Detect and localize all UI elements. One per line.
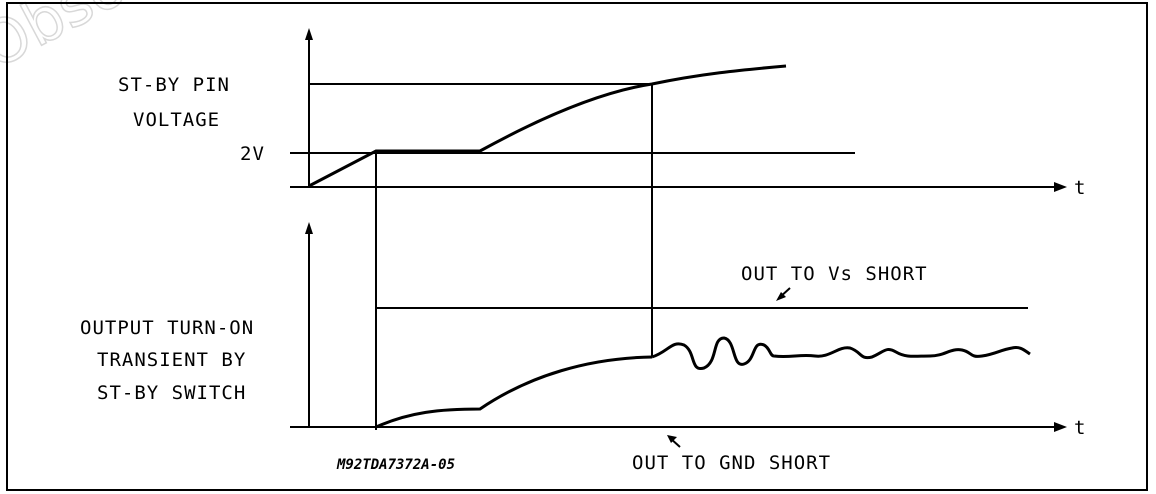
figure-frame	[6, 2, 1148, 491]
bottom-ylabel-line1: OUTPUT TURN-ON	[80, 317, 254, 339]
figure-code: M92TDA7372A-05	[336, 457, 455, 473]
bottom-x-arrow	[1054, 422, 1067, 432]
top-ylabel-line2: VOLTAGE	[133, 109, 220, 131]
top-ylabel-line1: ST-BY PIN	[118, 74, 230, 96]
oscillation-small	[773, 346, 1031, 360]
bottom-y-arrow	[305, 222, 313, 234]
gnd-short-pointer-head	[667, 435, 677, 443]
annotation-gnd-short: OUT TO GND SHORT	[632, 452, 831, 474]
vs-short-pointer-head	[776, 292, 786, 301]
st-by-voltage-curve	[308, 64, 787, 188]
top-y-arrow	[305, 28, 313, 40]
top-axis-label-t: t	[1074, 177, 1086, 199]
watermark: Obso	[0, 0, 137, 83]
annotation-vs-short: OUT TO Vs SHORT	[741, 263, 928, 285]
top-x-arrow	[1054, 182, 1067, 192]
oscillation-large	[651, 336, 775, 370]
tick-label-2v: 2V	[240, 143, 265, 165]
bottom-ylabel-line3: ST-BY SWITCH	[97, 382, 246, 404]
bottom-ylabel-line2: TRANSIENT BY	[97, 349, 246, 371]
bottom-axis-label-t: t	[1074, 417, 1086, 439]
output-transient-curve	[375, 355, 653, 429]
